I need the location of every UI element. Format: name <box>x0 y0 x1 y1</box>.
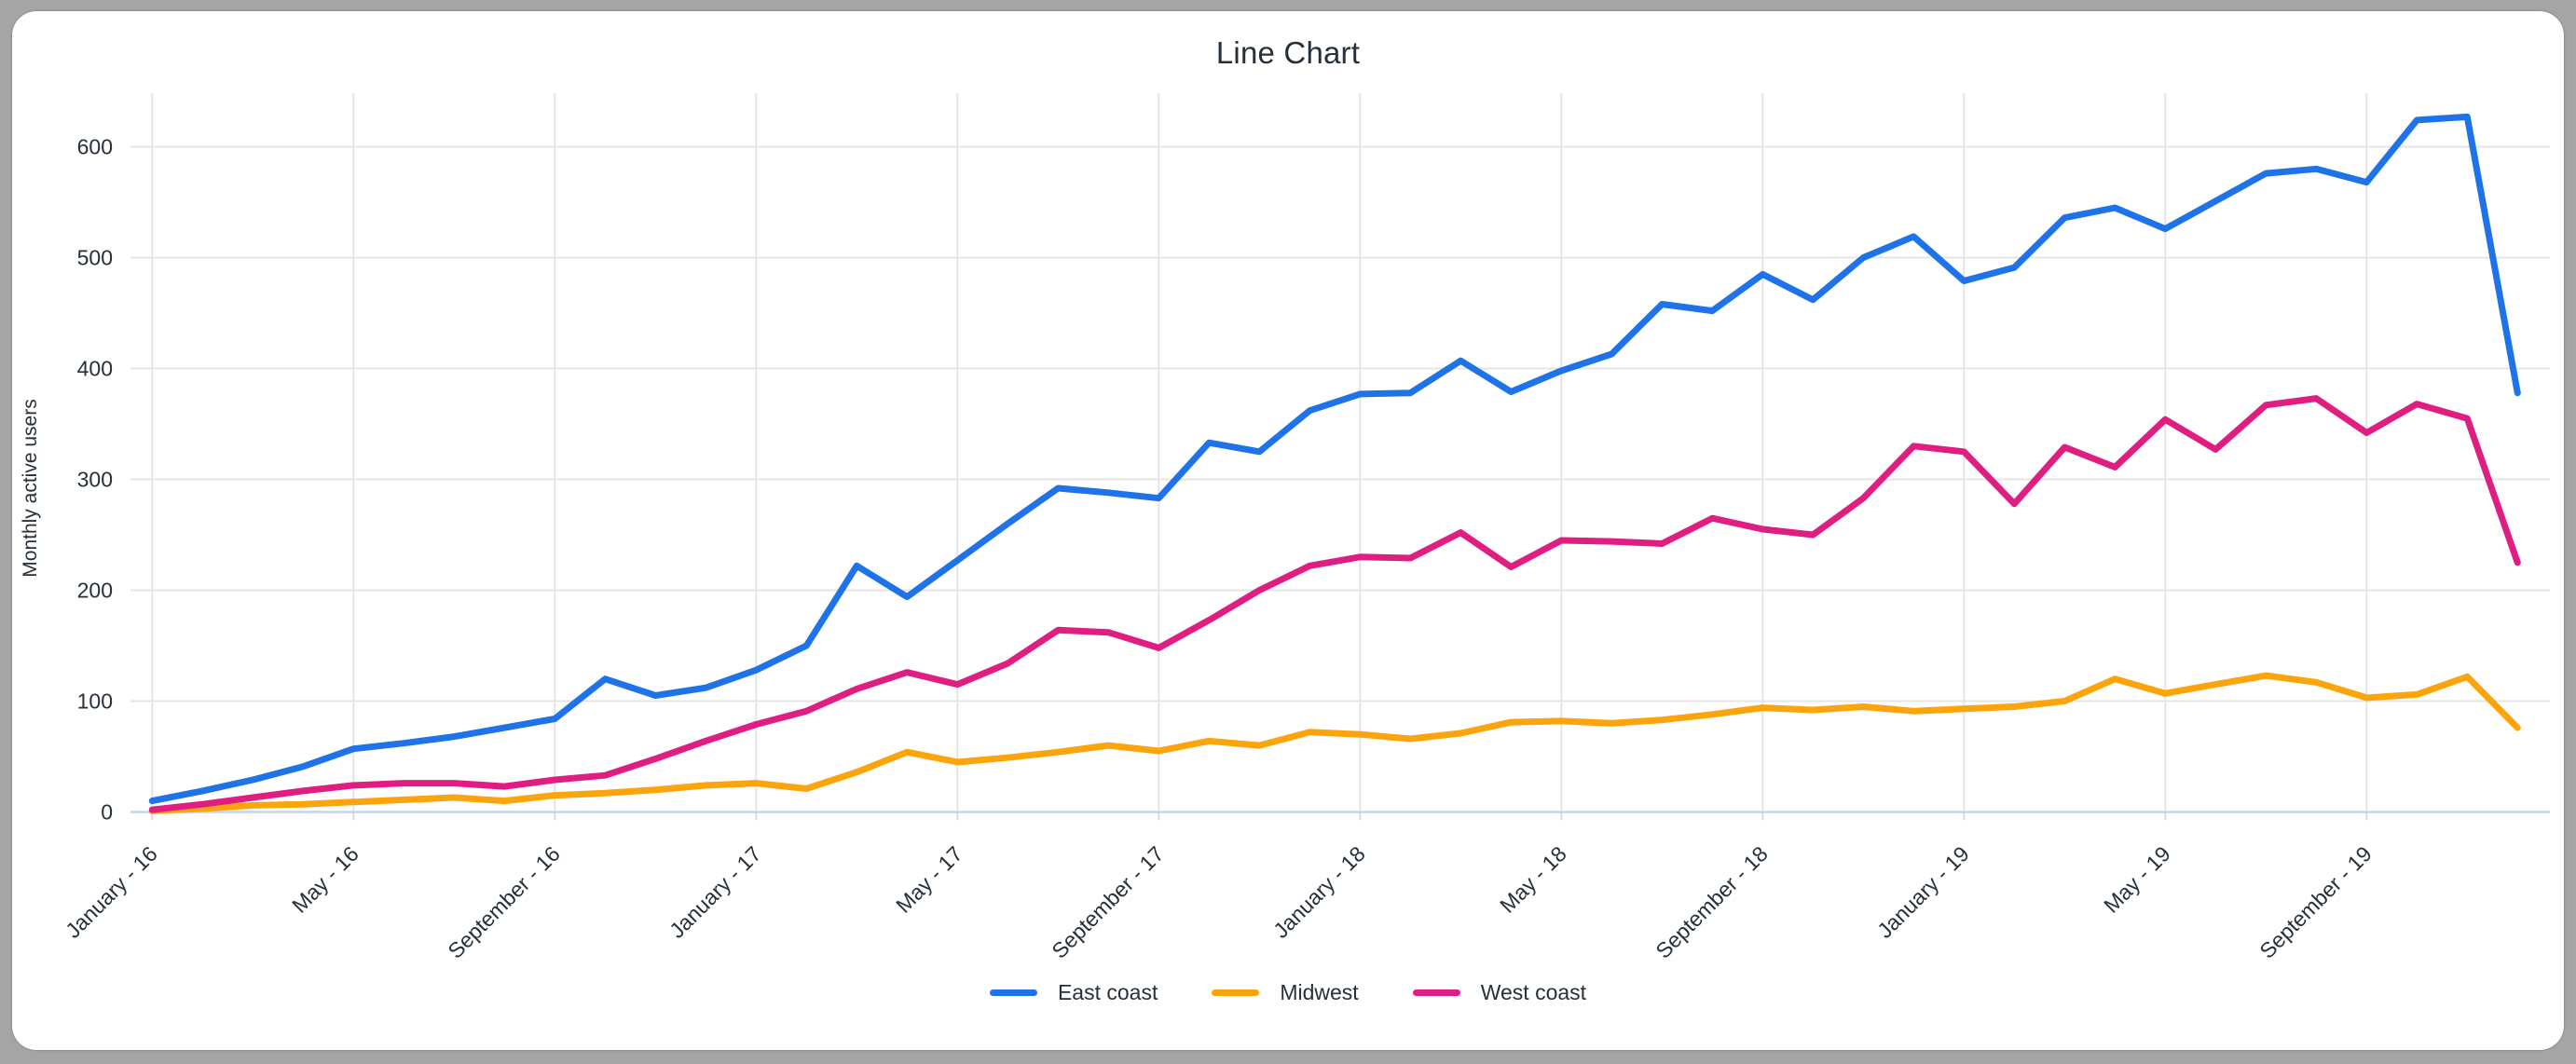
svg-text:January - 16: January - 16 <box>61 841 162 943</box>
x-axis-labels: January - 16 May - 16 September - 16 Januar… <box>61 841 2377 962</box>
svg-text:January - 19: January - 19 <box>1872 841 1974 943</box>
legend-swatch-west-coast-icon <box>1412 989 1460 996</box>
svg-text:January - 18: January - 18 <box>1268 841 1370 943</box>
svg-text:0: 0 <box>101 800 113 825</box>
legend-label-west-coast: West coast <box>1480 980 1587 1004</box>
svg-text:September - 19: September - 19 <box>2254 841 2376 962</box>
series-line-east-coast <box>148 113 2521 805</box>
svg-text:May - 18: May - 18 <box>1495 841 1571 918</box>
gridlines-vertical <box>151 93 2368 821</box>
series-line-midwest <box>148 672 2521 814</box>
svg-text:May - 17: May - 17 <box>891 841 967 918</box>
svg-text:600: 600 <box>77 135 113 159</box>
legend-label-midwest: Midwest <box>1280 980 1359 1004</box>
svg-text:May - 16: May - 16 <box>287 841 363 918</box>
svg-text:400: 400 <box>77 357 113 381</box>
svg-text:September - 18: September - 18 <box>1651 841 1772 962</box>
series-line-west-coast <box>148 395 2521 813</box>
y-axis-labels: 0 100 200 300 400 500 600 <box>77 135 113 825</box>
svg-text:September - 17: September - 17 <box>1047 841 1168 962</box>
svg-text:May - 19: May - 19 <box>2099 841 2175 918</box>
legend-swatch-east-coast-icon <box>989 989 1037 996</box>
svg-text:200: 200 <box>77 579 113 603</box>
gridlines-horizontal <box>130 145 2550 703</box>
legend-item-midwest[interactable]: Midwest <box>1212 980 1359 1005</box>
chart-legend: East coast Midwest West coast <box>0 980 2576 1005</box>
svg-text:January - 17: January - 17 <box>665 841 766 943</box>
svg-text:300: 300 <box>77 468 113 492</box>
svg-text:September - 16: September - 16 <box>443 841 564 962</box>
chart-card: Line Chart Monthly active users <box>12 11 2564 1050</box>
svg-text:100: 100 <box>77 689 113 714</box>
chart-title: Line Chart <box>1215 35 1361 70</box>
legend-item-east-coast[interactable]: East coast <box>989 980 1158 1005</box>
legend-label-east-coast: East coast <box>1057 980 1158 1004</box>
svg-text:500: 500 <box>77 246 113 270</box>
legend-swatch-midwest-icon <box>1212 989 1260 996</box>
legend-item-west-coast[interactable]: West coast <box>1412 980 1587 1005</box>
